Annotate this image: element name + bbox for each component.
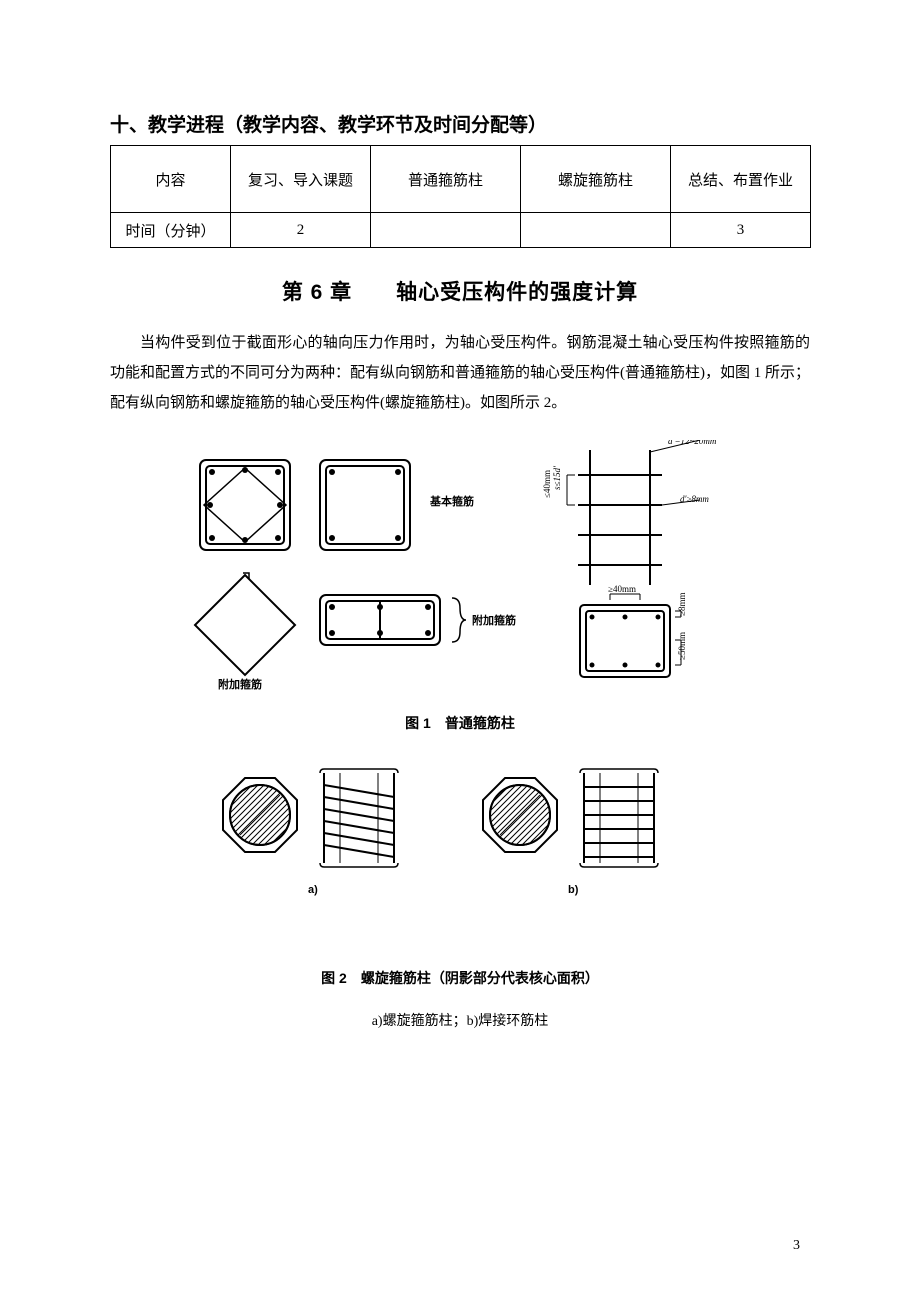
table-cell: 内容 xyxy=(111,146,231,213)
table-cell: 总结、布置作业 xyxy=(671,146,811,213)
fig1-label-t2: ≥8mm xyxy=(677,593,687,616)
table-cell: 3 xyxy=(671,213,811,248)
table-row: 时间（分钟） 2 3 xyxy=(111,213,811,248)
fig1-label-t1: ≥40mm xyxy=(608,584,636,594)
fig1-label-s2: ≤40mm xyxy=(542,470,552,498)
fig1-label-s1: s≤15d′ xyxy=(552,465,562,490)
section-title: 十、教学进程（教学内容、教学环节及时间分配等） xyxy=(110,110,810,137)
figure-1-svg: 基本箍筋 附加箍筋 附加箍筋 d′=12~20mm d′≥8mm s≤15d′ … xyxy=(180,440,740,690)
figure-2: a) b) 图 2 螺旋箍筋柱（阴影部分代表核心面积） a)螺旋箍筋柱；b)焊接… xyxy=(110,763,810,1030)
figure-2-sub: a)螺旋箍筋柱；b)焊接环筋柱 xyxy=(110,1010,810,1030)
fig1-label-extra: 附加箍筋 xyxy=(472,613,516,627)
paragraph: 当构件受到位于截面形心的轴向压力作用时，为轴心受压构件。钢筋混凝土轴心受压构件按… xyxy=(110,328,810,418)
page: 十、教学进程（教学内容、教学环节及时间分配等） 内容 复习、导入课题 普通箍筋柱… xyxy=(0,0,920,1302)
fig2-label-b: b) xyxy=(568,884,579,896)
page-number: 3 xyxy=(793,1238,800,1254)
schedule-table: 内容 复习、导入课题 普通箍筋柱 螺旋箍筋柱 总结、布置作业 时间（分钟） 2 … xyxy=(110,145,811,248)
fig1-label-t3: ≥50mm xyxy=(677,632,687,660)
chapter-title: 第 6 章 轴心受压构件的强度计算 xyxy=(110,276,810,306)
figure-2-svg: a) b) xyxy=(190,763,730,933)
fig1-label-basic: 基本箍筋 xyxy=(429,494,474,508)
fig2-label-a: a) xyxy=(308,884,318,896)
table-cell: 时间（分钟） xyxy=(111,213,231,248)
fig1-label-extra2: 附加箍筋 xyxy=(218,677,262,690)
fig1-label-d2: d′≥8mm xyxy=(680,494,709,504)
figure-2-caption: 图 2 螺旋箍筋柱（阴影部分代表核心面积） xyxy=(110,968,810,988)
table-cell: 螺旋箍筋柱 xyxy=(521,146,671,213)
table-cell: 2 xyxy=(231,213,371,248)
table-cell: 复习、导入课题 xyxy=(231,146,371,213)
fig1-label-d1: d′=12~20mm xyxy=(668,440,717,446)
figure-1-caption: 图 1 普通箍筋柱 xyxy=(110,713,810,733)
table-cell xyxy=(371,213,521,248)
table-row: 内容 复习、导入课题 普通箍筋柱 螺旋箍筋柱 总结、布置作业 xyxy=(111,146,811,213)
table-cell xyxy=(521,213,671,248)
table-cell: 普通箍筋柱 xyxy=(371,146,521,213)
figure-1: 基本箍筋 附加箍筋 附加箍筋 d′=12~20mm d′≥8mm s≤15d′ … xyxy=(110,440,810,733)
